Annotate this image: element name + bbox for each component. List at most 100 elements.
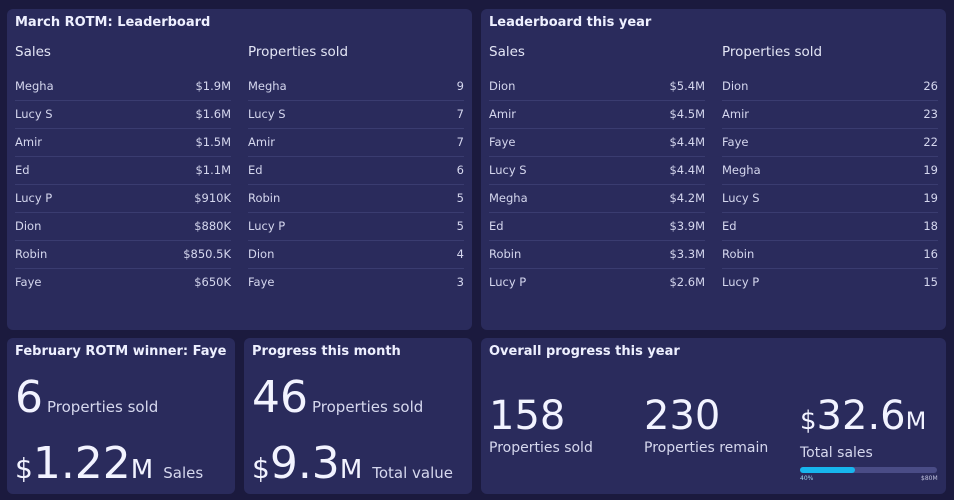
row-name: Ed [248, 163, 263, 177]
row-value: 19 [923, 191, 938, 205]
row-name: Lucy S [489, 163, 527, 177]
table-row: Ed 6 [248, 157, 464, 185]
row-name: Faye [489, 135, 516, 149]
row-name: Ed [489, 219, 504, 233]
row-name: Robin [489, 247, 522, 261]
target-label: $80M [921, 475, 938, 482]
table-row: Megha 19 [722, 157, 938, 185]
sales-column: Sales Dion $5.4M Amir $4.5M Faye $4.4M Lucy S $4… [489, 43, 705, 297]
february-winner-panel: February ROTM winner: Faye 6 Properties s… [7, 338, 235, 494]
overall-progress-panel: Overall progress this year 158 Properties… [481, 338, 946, 494]
row-value: 4 [456, 247, 464, 261]
row-name: Amir [489, 107, 516, 121]
column-header: Sales [489, 44, 525, 60]
month-progress-panel: Progress this month 46 Properties sold $9… [244, 338, 472, 494]
row-value: 16 [923, 247, 938, 261]
row-value: $4.4M [669, 163, 705, 177]
row-name: Lucy P [489, 275, 527, 289]
row-value: $1.1M [195, 163, 231, 177]
row-value: $910K [194, 191, 231, 205]
sales-progress-bar [800, 467, 937, 473]
table-row: Amir 23 [722, 101, 938, 129]
table-row: Amir $1.5M [15, 129, 231, 157]
row-name: Amir [15, 135, 42, 149]
progress-label: 40% [800, 475, 814, 482]
table-row: Megha $4.2M [489, 185, 705, 213]
table-row: Faye $650K [15, 269, 231, 297]
row-value: 22 [923, 135, 938, 149]
row-name: Lucy P [722, 275, 760, 289]
row-value: 6 [456, 163, 464, 177]
table-row: Robin $3.3M [489, 241, 705, 269]
table-row: Ed $1.1M [15, 157, 231, 185]
row-name: Lucy P [15, 191, 53, 205]
value-stat: $9.3M Total value [252, 438, 454, 489]
row-name: Megha [722, 163, 761, 177]
panel-title: March ROTM: Leaderboard [15, 15, 211, 30]
table-row: Lucy P 15 [722, 269, 938, 297]
row-name: Robin [722, 247, 755, 261]
panel-title: Progress this month [252, 344, 401, 359]
sold-stat: 158 Properties sold [489, 393, 593, 456]
row-name: Dion [248, 247, 275, 261]
total-sales-stat: $32.6M Total sales [800, 393, 927, 461]
row-value: $1.5M [195, 135, 231, 149]
row-name: Megha [248, 79, 287, 93]
column-header: Properties sold [722, 44, 823, 60]
row-name: Ed [15, 163, 30, 177]
column-header: Properties sold [248, 44, 349, 60]
table-row: Lucy S $4.4M [489, 157, 705, 185]
table-row: Ed 18 [722, 213, 938, 241]
table-row: Faye 22 [722, 129, 938, 157]
row-value: $1.9M [195, 79, 231, 93]
table-row: Faye $4.4M [489, 129, 705, 157]
march-leaderboard-panel: March ROTM: Leaderboard Sales Megha $1.9M L… [7, 9, 472, 330]
row-value: 19 [923, 163, 938, 177]
row-value: $2.6M [669, 275, 705, 289]
row-value: 26 [923, 79, 938, 93]
table-row: Faye 3 [248, 269, 464, 297]
sales-stat: $1.22M Sales [15, 438, 204, 489]
properties-column: Properties sold Megha 9 Lucy S 7 Amir 7 Ed 6 Robi… [248, 43, 464, 297]
row-value: $5.4M [669, 79, 705, 93]
table-row: Lucy P 5 [248, 213, 464, 241]
row-value: $1.6M [195, 107, 231, 121]
properties-stat: 46 Properties sold [252, 372, 424, 423]
row-name: Megha [15, 79, 54, 93]
row-value: 7 [456, 107, 464, 121]
table-row: Robin 5 [248, 185, 464, 213]
table-row: Lucy S 19 [722, 185, 938, 213]
column-header: Sales [15, 44, 51, 60]
table-row: Megha $1.9M [15, 73, 231, 101]
row-value: 15 [923, 275, 938, 289]
table-row: Lucy S $1.6M [15, 101, 231, 129]
row-name: Megha [489, 191, 528, 205]
row-name: Amir [722, 107, 749, 121]
row-value: 7 [456, 135, 464, 149]
row-name: Dion [722, 79, 749, 93]
row-value: 5 [456, 219, 464, 233]
table-row: Dion $880K [15, 213, 231, 241]
panel-title: Overall progress this year [489, 344, 680, 359]
progress-fill [800, 467, 855, 473]
row-name: Robin [248, 191, 281, 205]
table-row: Lucy S 7 [248, 101, 464, 129]
remain-stat: 230 Properties remain [644, 393, 769, 456]
table-row: Lucy P $910K [15, 185, 231, 213]
table-row: Lucy P $2.6M [489, 269, 705, 297]
row-value: 5 [456, 191, 464, 205]
year-leaderboard-panel: Leaderboard this year Sales Dion $5.4M Amir… [481, 9, 946, 330]
row-value: 9 [456, 79, 464, 93]
row-name: Lucy S [15, 107, 53, 121]
row-value: $850.5K [183, 247, 231, 261]
table-row: Robin $850.5K [15, 241, 231, 269]
row-value: $650K [194, 275, 231, 289]
table-row: Dion $5.4M [489, 73, 705, 101]
row-name: Dion [15, 219, 42, 233]
properties-column: Properties sold Dion 26 Amir 23 Faye 22 Megha 19… [722, 43, 938, 297]
row-value: $4.4M [669, 135, 705, 149]
panel-title: Leaderboard this year [489, 15, 652, 30]
table-row: Amir 7 [248, 129, 464, 157]
row-name: Lucy P [248, 219, 286, 233]
row-value: $3.9M [669, 219, 705, 233]
